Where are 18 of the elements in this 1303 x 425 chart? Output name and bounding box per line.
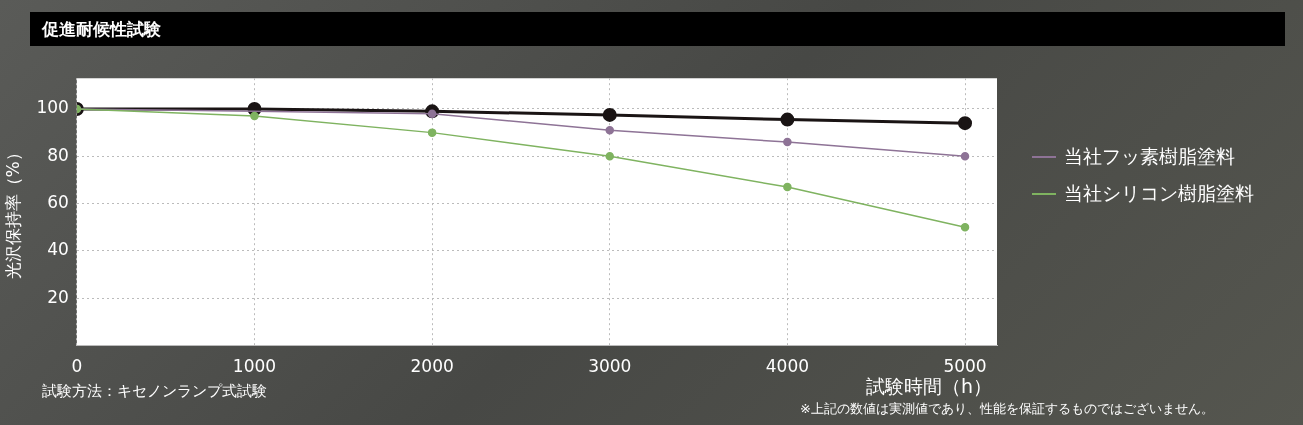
x-tick-label: 4000	[765, 356, 810, 377]
x-tick-label: 0	[71, 356, 83, 377]
text: ※上記の数値は実測値であり、性能を保証するものではございません。	[800, 400, 1214, 418]
text: 試験方法：キセノンランプ式試験	[42, 382, 267, 401]
x-tick-label: 2000	[410, 356, 454, 377]
chart-title: 促進耐候性試験	[30, 12, 1285, 46]
y-tick-label: 20	[47, 286, 69, 307]
x-tick-label: 5000	[943, 356, 987, 377]
legend-label: 当社フッ素樹脂塗料	[1064, 145, 1235, 168]
y-tick-label: 40	[47, 239, 69, 260]
y-tick-label: 100	[36, 97, 69, 118]
legend-label: 当社シリコン樹脂塗料	[1064, 182, 1254, 205]
x-axis-title: 試験時間（h）	[866, 374, 993, 399]
y-tick-label: 80	[47, 144, 69, 165]
y-tick-label: 60	[47, 192, 69, 213]
x-tick-label: 1000	[232, 356, 277, 377]
x-tick-label: 3000	[588, 356, 632, 377]
y-axis-title: 光沢保持率（%）	[2, 144, 23, 280]
